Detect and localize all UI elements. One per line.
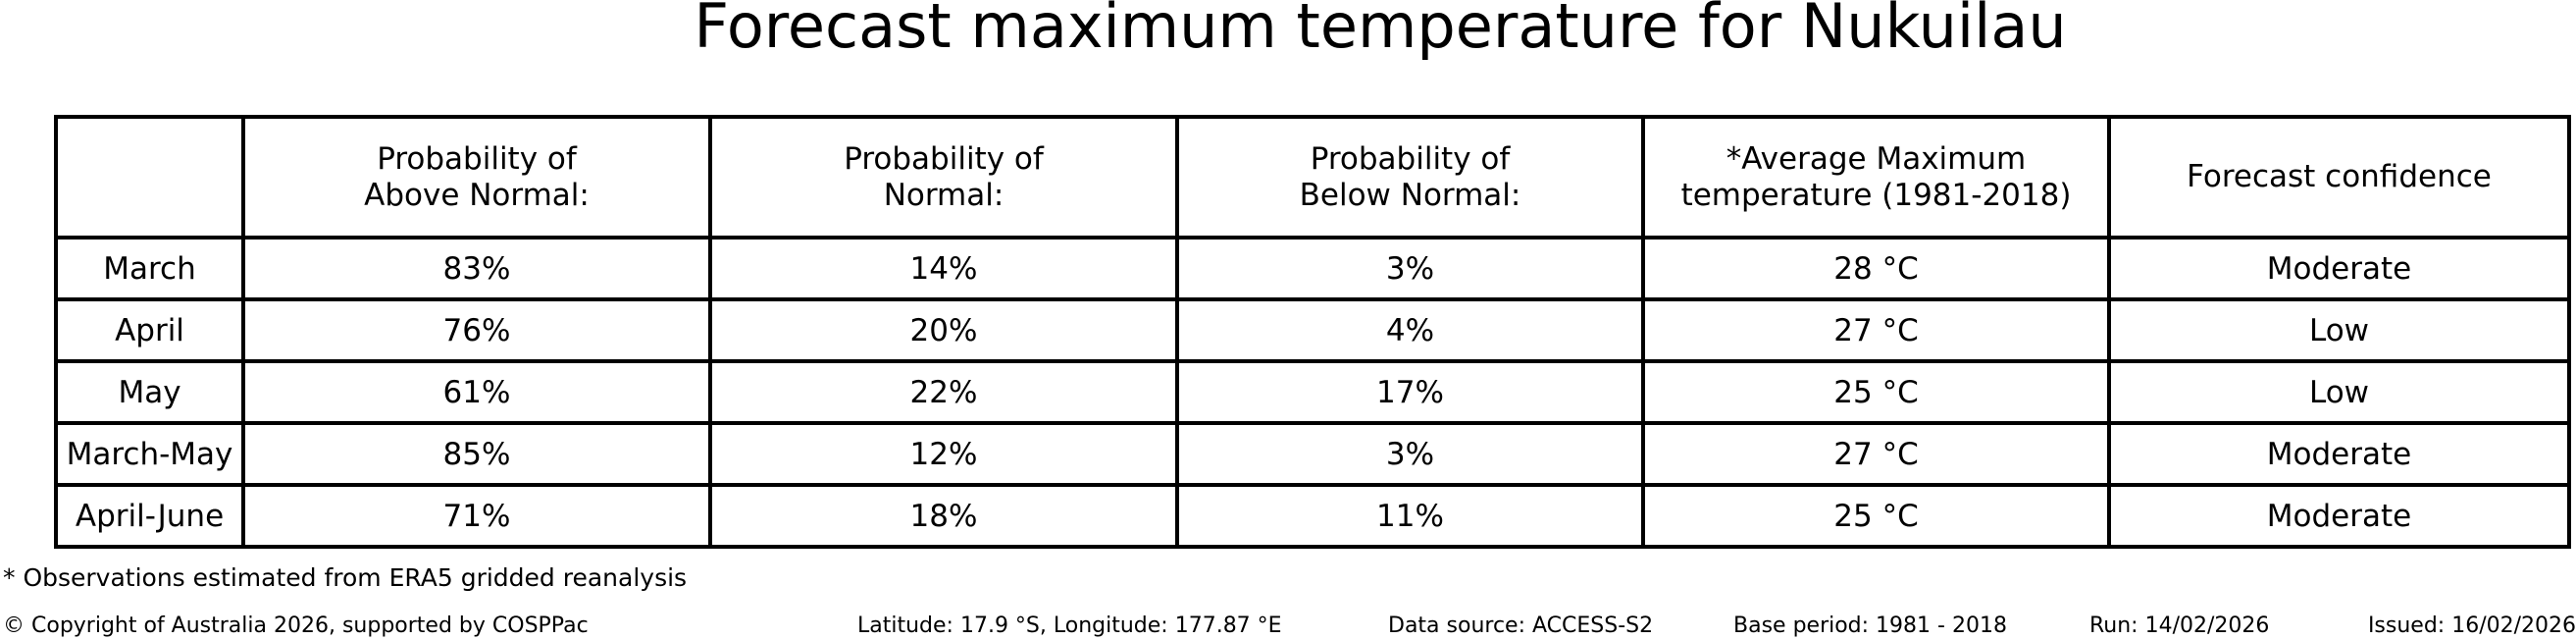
col-header-average-max-temp: *Average Maximum temperature (1981-2018)	[1641, 115, 2111, 240]
cell-above-normal: 71%	[241, 483, 712, 549]
cell-average-max-temp: 25 °C	[1641, 359, 2111, 425]
col-header-above-normal: Probability of Above Normal:	[241, 115, 712, 240]
cell-normal: 20%	[708, 297, 1179, 363]
copyright-text: © Copyright of Australia 2026, supported…	[3, 613, 589, 638]
row-label: May	[54, 359, 245, 425]
corner-cell	[54, 115, 245, 240]
cell-below-normal: 3%	[1175, 421, 1645, 487]
cell-above-normal: 83%	[241, 236, 712, 301]
cell-above-normal: 85%	[241, 421, 712, 487]
cell-average-max-temp: 27 °C	[1641, 421, 2111, 487]
footer-bar: © Copyright of Australia 2026, supported…	[0, 613, 2576, 640]
row-label: April	[54, 297, 245, 363]
cell-normal: 12%	[708, 421, 1179, 487]
table-row-may: May 61% 22% 17% 25 °C Low	[54, 359, 2571, 425]
footnote: * Observations estimated from ERA5 gridd…	[3, 563, 688, 592]
page-title: Forecast maximum temperature for Nukuila…	[694, 0, 2067, 62]
data-source-text: Data source: ACCESS-S2	[1388, 613, 1654, 638]
col-header-below-normal: Probability of Below Normal:	[1175, 115, 1645, 240]
table-row-april-june: April-June 71% 18% 11% 25 °C Moderate	[54, 483, 2571, 549]
col-header-forecast-confidence: Forecast confidence	[2107, 115, 2571, 240]
cell-above-normal: 61%	[241, 359, 712, 425]
forecast-table: Probability of Above Normal: Probability…	[54, 115, 2571, 549]
issued-date-text: Issued: 16/02/2026	[2367, 613, 2576, 638]
cell-average-max-temp: 28 °C	[1641, 236, 2111, 301]
cell-average-max-temp: 25 °C	[1641, 483, 2111, 549]
cell-forecast-confidence: Moderate	[2107, 421, 2571, 487]
table-header-row: Probability of Above Normal: Probability…	[54, 115, 2571, 240]
base-period-text: Base period: 1981 - 2018	[1733, 613, 2007, 638]
cell-above-normal: 76%	[241, 297, 712, 363]
cell-normal: 14%	[708, 236, 1179, 301]
cell-below-normal: 3%	[1175, 236, 1645, 301]
cell-average-max-temp: 27 °C	[1641, 297, 2111, 363]
cell-forecast-confidence: Moderate	[2107, 236, 2571, 301]
cell-forecast-confidence: Low	[2107, 297, 2571, 363]
cell-below-normal: 4%	[1175, 297, 1645, 363]
row-label: March-May	[54, 421, 245, 487]
cell-normal: 22%	[708, 359, 1179, 425]
cell-below-normal: 11%	[1175, 483, 1645, 549]
cell-normal: 18%	[708, 483, 1179, 549]
cell-forecast-confidence: Low	[2107, 359, 2571, 425]
col-header-normal: Probability of Normal:	[708, 115, 1179, 240]
cell-forecast-confidence: Moderate	[2107, 483, 2571, 549]
row-label: March	[54, 236, 245, 301]
location-text: Latitude: 17.9 °S, Longitude: 177.87 °E	[857, 613, 1282, 638]
row-label: April-June	[54, 483, 245, 549]
run-date-text: Run: 14/02/2026	[2089, 613, 2270, 638]
table-row-april: April 76% 20% 4% 27 °C Low	[54, 297, 2571, 363]
table-row-march-may: March-May 85% 12% 3% 27 °C Moderate	[54, 421, 2571, 487]
table-row-march: March 83% 14% 3% 28 °C Moderate	[54, 236, 2571, 301]
cell-below-normal: 17%	[1175, 359, 1645, 425]
